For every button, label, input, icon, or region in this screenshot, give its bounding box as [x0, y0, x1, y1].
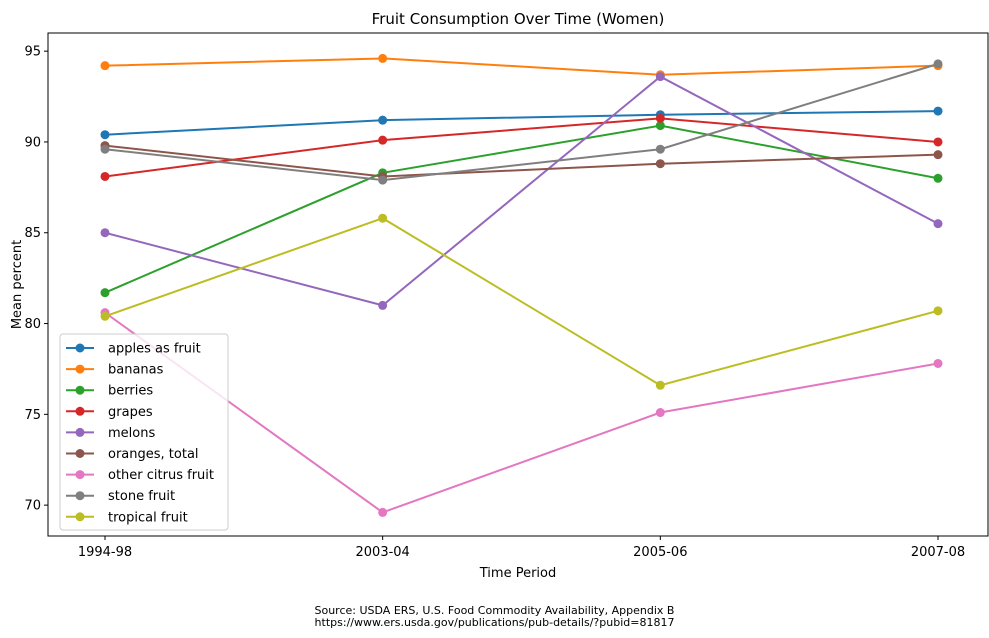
data-point: [933, 150, 943, 160]
data-point: [378, 507, 388, 517]
legend-swatch-marker: [75, 343, 85, 353]
series-melons: [100, 72, 943, 310]
legend-swatch-marker: [75, 512, 85, 522]
data-point: [100, 311, 110, 321]
legend-swatch-marker: [75, 449, 85, 458]
x-tick-label: 2005-06: [633, 545, 687, 560]
series-line: [104, 57, 939, 76]
legend-label: oranges, total: [108, 447, 199, 462]
chart-title: Fruit Consumption Over Time (Women): [372, 10, 665, 28]
series-tropical-fruit: [100, 213, 943, 390]
legend-item: apples as fruit: [66, 342, 201, 357]
data-point: [378, 53, 388, 63]
data-point: [933, 173, 943, 183]
data-point: [655, 113, 665, 123]
series-grapes: [100, 113, 943, 181]
data-point: [100, 171, 110, 181]
series-line: [104, 75, 939, 307]
series-line: [104, 110, 939, 136]
data-point: [655, 159, 665, 169]
legend-label: melons: [108, 426, 155, 441]
data-point: [655, 72, 665, 82]
legend-label: other citrus fruit: [108, 468, 214, 483]
series-line: [104, 311, 939, 514]
legend-swatch-marker: [75, 491, 85, 501]
data-point: [933, 59, 943, 69]
data-point: [378, 115, 388, 125]
data-point: [933, 106, 943, 116]
y-tick-label: 90: [24, 135, 41, 150]
legend-item: grapes: [66, 405, 153, 420]
series-stone-fruit: [100, 59, 943, 185]
source-note: Source: USDA ERS, U.S. Food Commodity Av…: [314, 604, 675, 617]
x-tick-label: 2007-08: [911, 545, 965, 560]
data-point: [100, 61, 110, 71]
series-line: [104, 62, 939, 182]
data-point: [378, 175, 388, 185]
data-point: [655, 408, 665, 418]
data-point: [933, 358, 943, 368]
x-tick-label: 2003-04: [356, 545, 410, 560]
y-axis-label: Mean percent: [10, 240, 25, 329]
series-line: [104, 144, 939, 178]
series-layer: [100, 53, 943, 517]
x-axis-label: Time Period: [479, 566, 556, 581]
legend-label: tropical fruit: [108, 510, 188, 525]
y-axis: 70 75 80 85 90 95: [24, 45, 48, 514]
source-url: https://www.ers.usda.gov/publications/pu…: [314, 616, 675, 629]
legend-swatch-marker: [75, 427, 85, 437]
data-point: [378, 300, 388, 310]
legend-item: bananas: [66, 363, 164, 378]
legend-swatch-marker: [75, 385, 85, 395]
y-tick-label: 75: [24, 408, 41, 423]
legend-item: tropical fruit: [66, 510, 188, 525]
x-axis: 1994-98 2003-04 2005-06 2007-08: [78, 536, 965, 560]
legend-label: apples as fruit: [108, 342, 201, 357]
x-tick-label: 1994-98: [78, 545, 132, 560]
series-line: [104, 217, 939, 387]
data-point: [100, 228, 110, 238]
data-point: [100, 288, 110, 298]
y-tick-label: 80: [24, 317, 41, 332]
legend-label: stone fruit: [108, 489, 175, 504]
legend-item: oranges, total: [66, 447, 199, 462]
data-point: [100, 130, 110, 140]
data-point: [933, 219, 943, 229]
legend-label: bananas: [108, 363, 164, 378]
series-line: [104, 124, 939, 294]
legend-items: apples as fruit bananas berries grapes melon…: [66, 342, 214, 525]
legend-swatch-marker: [75, 406, 85, 416]
legend-label: grapes: [108, 405, 153, 420]
data-point: [655, 144, 665, 154]
legend-box: [59, 333, 229, 531]
legend-item: other citrus fruit: [66, 468, 214, 483]
series-other-citrus-fruit: [100, 308, 943, 517]
legend: apples as fruit bananas berries grapes melon…: [59, 333, 229, 531]
data-point: [933, 137, 943, 147]
legend-item: berries: [66, 384, 153, 399]
data-point: [655, 121, 665, 131]
series-line: [104, 117, 939, 178]
y-tick-label: 85: [24, 226, 41, 241]
legend-label: berries: [108, 384, 153, 399]
data-point: [378, 213, 388, 223]
legend-item: stone fruit: [66, 489, 175, 504]
data-point: [933, 306, 943, 316]
legend-item: melons: [66, 426, 155, 441]
y-tick-label: 95: [24, 45, 41, 60]
data-point: [378, 135, 388, 145]
y-tick-label: 70: [24, 499, 41, 514]
data-point: [100, 144, 110, 154]
legend-swatch-marker: [75, 364, 85, 374]
legend-swatch-marker: [75, 470, 85, 480]
data-point: [655, 380, 665, 390]
